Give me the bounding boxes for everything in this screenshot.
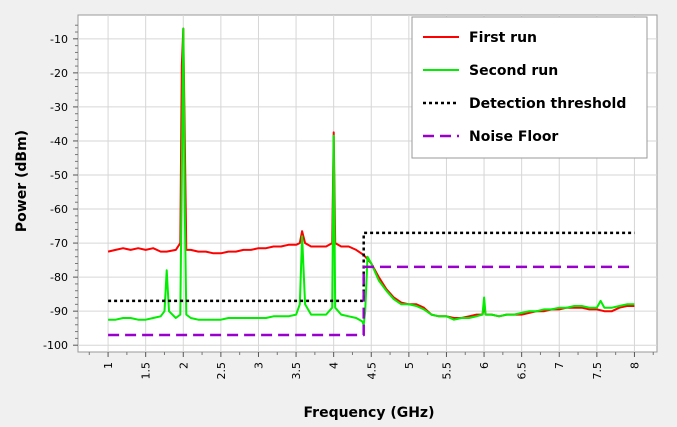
- x-tick-label: 4.5: [365, 362, 378, 380]
- x-tick-label: 7: [553, 362, 566, 369]
- y-tick-label: -80: [50, 271, 68, 284]
- y-tick-label: -90: [50, 305, 68, 318]
- x-tick-label: 8: [628, 362, 641, 369]
- x-tick-label: 2: [177, 362, 190, 369]
- series-line-noise-floor: [108, 265, 635, 337]
- x-tick-label: 6.5: [516, 362, 529, 380]
- y-tick-label: -10: [50, 33, 68, 46]
- legend-label: First run: [469, 30, 537, 46]
- x-tick-label: 1: [102, 362, 115, 369]
- legend: First run Second run Detection threshold No…: [411, 16, 648, 159]
- legend-label: Noise Floor: [469, 129, 558, 145]
- y-tick-label: -30: [50, 101, 68, 114]
- x-tick-label: 1.5: [140, 362, 153, 380]
- x-tick-label: 7.5: [591, 362, 604, 380]
- x-tick-label: 3.5: [290, 362, 303, 380]
- x-tick-label: 4: [328, 362, 341, 369]
- y-axis-title: Power (dBm): [14, 130, 30, 232]
- y-tick-label: -40: [50, 135, 68, 148]
- x-tick-label: 3: [252, 362, 265, 369]
- x-tick-label: 2.5: [215, 362, 228, 380]
- legend-label: Detection threshold: [469, 96, 626, 112]
- y-tick-label: -50: [50, 169, 68, 182]
- x-tick-label: 6: [478, 362, 491, 369]
- series-line-second-run: [108, 27, 635, 326]
- y-tick-label: -70: [50, 237, 68, 250]
- y-tick-label: -20: [50, 67, 68, 80]
- y-tick-label: -60: [50, 203, 68, 216]
- legend-label: Second run: [469, 63, 558, 79]
- x-tick-label: 5.5: [440, 362, 453, 380]
- legend-box: [411, 16, 648, 159]
- axes: 1 1.5 2 2.5 3 3.5 4 4.5 5 5.5 6 6.5 7 7.5 8 -100 -90 -80 -…: [43, 24, 654, 380]
- x-tick-label: 5: [403, 362, 416, 369]
- y-tick-label: -100: [43, 339, 68, 352]
- x-axis-title: Frequency (GHz): [304, 405, 435, 421]
- series-group: [107, 27, 635, 337]
